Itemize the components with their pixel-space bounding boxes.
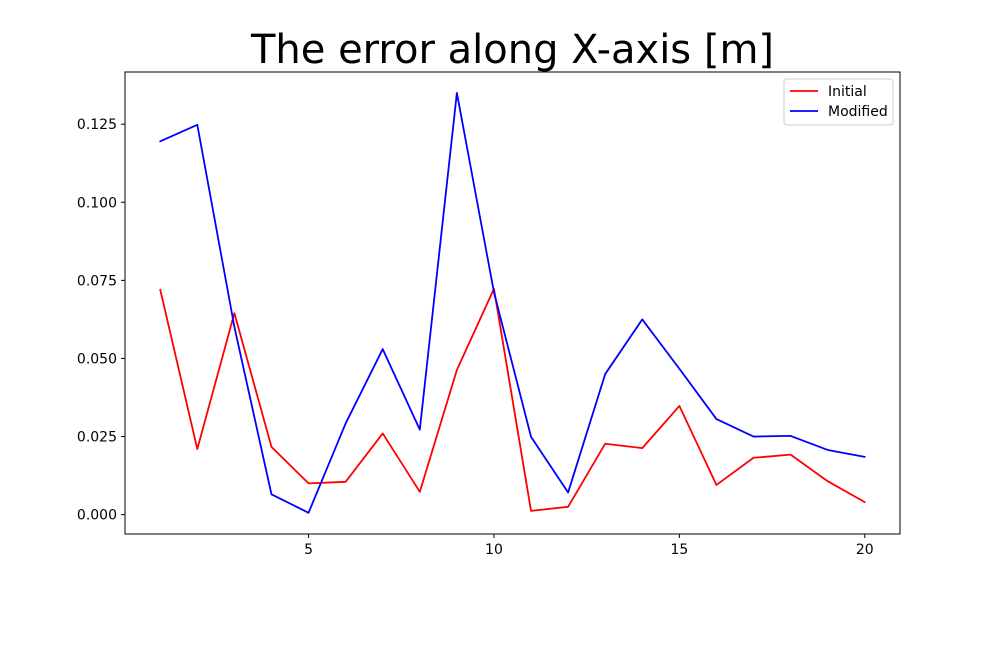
x-tick-label: 15 bbox=[670, 542, 688, 558]
plot-area bbox=[125, 72, 900, 534]
series-line-modified bbox=[159, 92, 866, 514]
y-tick-label: 0.075 bbox=[77, 273, 117, 289]
series-line-initial bbox=[159, 287, 866, 512]
chart-title: The error along X-axis [m] bbox=[250, 27, 774, 73]
y-tick-label: 0.025 bbox=[77, 430, 117, 446]
x-tick-label: 20 bbox=[856, 542, 874, 558]
x-tick-label: 5 bbox=[304, 542, 313, 558]
legend-label-modified: Modified bbox=[828, 104, 888, 120]
legend-label-initial: Initial bbox=[828, 84, 867, 100]
y-tick-label: 0.100 bbox=[77, 195, 117, 211]
x-axis: 5 10 15 20 bbox=[304, 534, 874, 558]
y-tick-label: 0.125 bbox=[77, 117, 117, 133]
y-axis: 0.000 0.025 0.050 0.075 0.100 0.125 bbox=[77, 117, 125, 524]
x-tick-label: 10 bbox=[485, 542, 503, 558]
legend: Initial Modified bbox=[783, 78, 894, 126]
plot-frame bbox=[124, 71, 901, 535]
series-lines bbox=[159, 92, 866, 514]
y-tick-label: 0.000 bbox=[77, 508, 117, 524]
y-tick-label: 0.050 bbox=[77, 351, 117, 367]
